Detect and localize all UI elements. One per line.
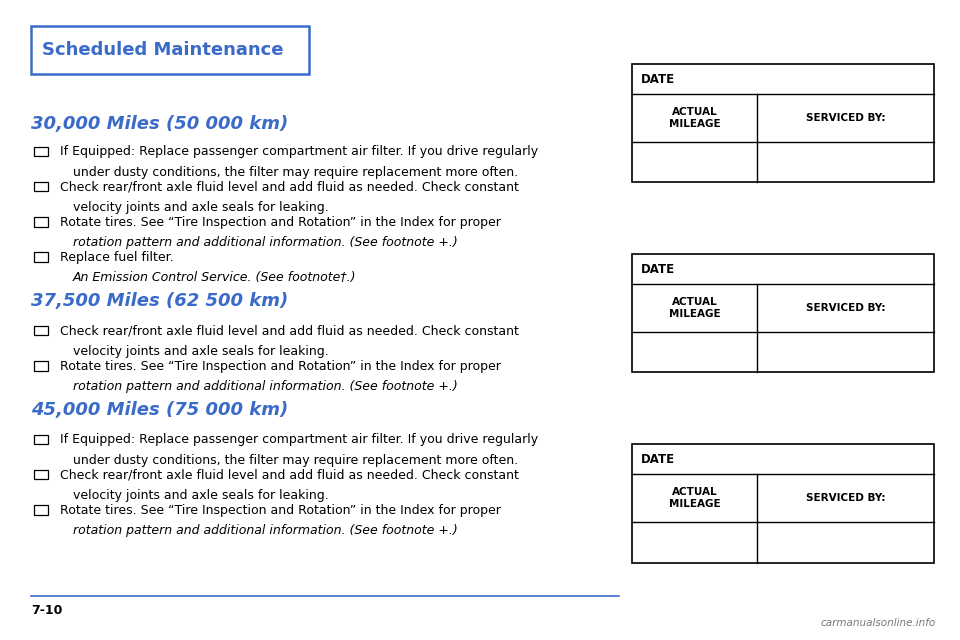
Text: velocity joints and axle seals for leaking.: velocity joints and axle seals for leaki…: [73, 489, 328, 502]
Text: Scheduled Maintenance: Scheduled Maintenance: [42, 40, 284, 59]
Text: Check rear/front axle fluid level and add fluid as needed. Check constant: Check rear/front axle fluid level and ad…: [60, 468, 519, 481]
Text: SERVICED BY:: SERVICED BY:: [805, 113, 885, 123]
Bar: [34, 361, 48, 371]
Text: If Equipped: Replace passenger compartment air filter. If you drive regularly: If Equipped: Replace passenger compartme…: [60, 145, 539, 158]
Text: ACTUAL
MILEAGE: ACTUAL MILEAGE: [668, 107, 720, 129]
Bar: [34, 435, 48, 444]
Text: Rotate tires. See “Tire Inspection and Rotation” in the Index for proper: Rotate tires. See “Tire Inspection and R…: [60, 360, 501, 372]
Text: DATE: DATE: [641, 452, 676, 466]
Bar: [632, 254, 934, 372]
Text: under dusty conditions, the filter may require replacement more often.: under dusty conditions, the filter may r…: [73, 454, 518, 467]
Text: SERVICED BY:: SERVICED BY:: [805, 493, 885, 503]
Text: 7-10: 7-10: [31, 604, 62, 616]
Text: DATE: DATE: [641, 262, 676, 276]
Text: SERVICED BY:: SERVICED BY:: [805, 303, 885, 313]
Bar: [632, 444, 934, 563]
Text: velocity joints and axle seals for leaking.: velocity joints and axle seals for leaki…: [73, 345, 328, 358]
Text: 30,000 Miles (50 000 km): 30,000 Miles (50 000 km): [31, 115, 288, 133]
Text: carmanualsonline.info: carmanualsonline.info: [821, 618, 936, 628]
Text: Rotate tires. See “Tire Inspection and Rotation” in the Index for proper: Rotate tires. See “Tire Inspection and R…: [60, 216, 501, 228]
Text: ACTUAL
MILEAGE: ACTUAL MILEAGE: [668, 487, 720, 509]
Bar: [34, 505, 48, 515]
Bar: [34, 182, 48, 191]
Text: rotation pattern and additional information. (See footnote +.): rotation pattern and additional informat…: [73, 524, 458, 537]
Text: 45,000 Miles (75 000 km): 45,000 Miles (75 000 km): [31, 401, 288, 419]
Text: An Emission Control Service. (See footnote†.): An Emission Control Service. (See footno…: [73, 271, 356, 284]
Bar: [34, 147, 48, 156]
Text: rotation pattern and additional information. (See footnote +.): rotation pattern and additional informat…: [73, 236, 458, 249]
Text: 37,500 Miles (62 500 km): 37,500 Miles (62 500 km): [31, 292, 288, 310]
Text: velocity joints and axle seals for leaking.: velocity joints and axle seals for leaki…: [73, 201, 328, 214]
Text: rotation pattern and additional information. (See footnote +.): rotation pattern and additional informat…: [73, 380, 458, 393]
Text: Replace fuel filter.: Replace fuel filter.: [60, 251, 174, 264]
Text: If Equipped: Replace passenger compartment air filter. If you drive regularly: If Equipped: Replace passenger compartme…: [60, 433, 539, 446]
Text: under dusty conditions, the filter may require replacement more often.: under dusty conditions, the filter may r…: [73, 166, 518, 179]
Text: Rotate tires. See “Tire Inspection and Rotation” in the Index for proper: Rotate tires. See “Tire Inspection and R…: [60, 504, 501, 516]
Text: ACTUAL
MILEAGE: ACTUAL MILEAGE: [668, 297, 720, 319]
Text: DATE: DATE: [641, 72, 676, 86]
Bar: [34, 217, 48, 227]
Bar: [34, 326, 48, 335]
Text: Check rear/front axle fluid level and add fluid as needed. Check constant: Check rear/front axle fluid level and ad…: [60, 180, 519, 193]
Bar: [34, 252, 48, 262]
Text: Check rear/front axle fluid level and add fluid as needed. Check constant: Check rear/front axle fluid level and ad…: [60, 324, 519, 337]
Bar: [632, 64, 934, 182]
Bar: [34, 470, 48, 479]
Bar: [31, 26, 309, 74]
